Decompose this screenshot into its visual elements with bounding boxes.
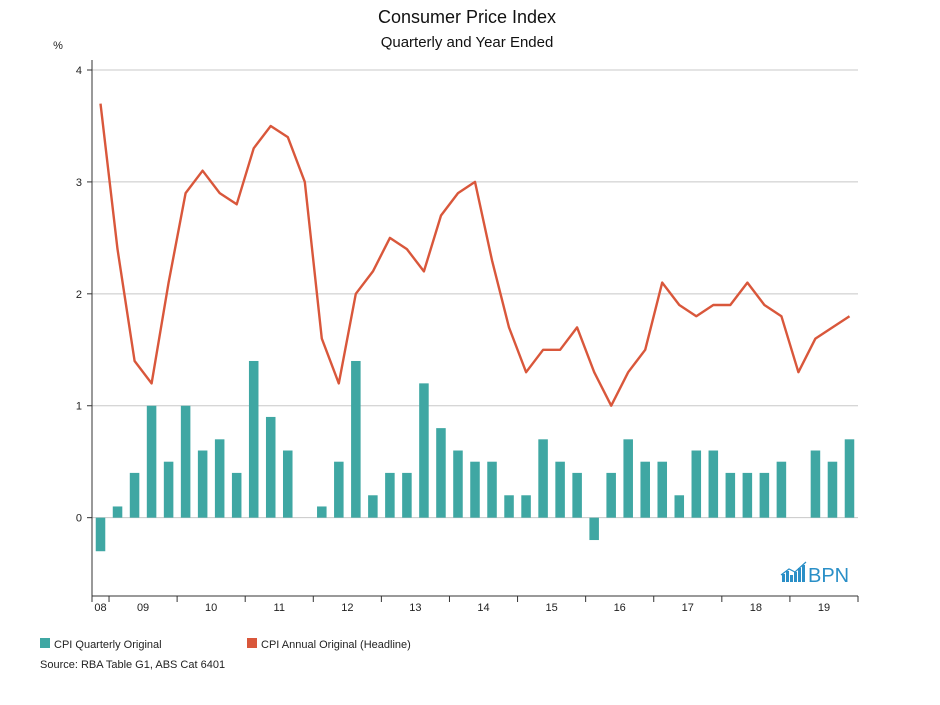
legend-label-annual: CPI Annual Original (Headline) [261, 639, 411, 651]
source-note: Source: RBA Table G1, ABS Cat 6401 [40, 659, 225, 671]
x-tick-label: 08 [94, 602, 106, 614]
bar-quarterly [453, 450, 463, 518]
bar-quarterly [674, 495, 685, 518]
bar-quarterly [759, 472, 770, 518]
legend: CPI Quarterly Original CPI Annual Origin… [40, 638, 411, 651]
y-tick-label: 0 [76, 513, 82, 525]
bar-quarterly [810, 450, 821, 518]
bar-quarterly [640, 461, 650, 518]
bar-quarterly [214, 439, 225, 518]
bar-quarterly [180, 405, 191, 518]
bar-quarterly [555, 461, 565, 518]
bar-quarterly [265, 416, 276, 518]
x-tick-label: 09 [137, 602, 149, 614]
bar-quarterly [351, 360, 361, 518]
x-tick-label: 11 [274, 602, 285, 614]
x-tick-label: 15 [545, 602, 557, 614]
bar-quarterly [146, 405, 157, 518]
bar-quarterly [334, 461, 344, 518]
bar-quarterly [231, 472, 242, 518]
bar-quarterly [589, 517, 599, 541]
bar-quarterly [402, 472, 412, 518]
bar-quarterly [470, 461, 480, 518]
bar-quarterly [317, 506, 327, 518]
bar-quarterly [742, 472, 753, 518]
y-tick-label: 2 [76, 289, 82, 301]
chart-title: Consumer Price Index [378, 7, 556, 27]
quarterly-bars [95, 360, 855, 552]
bar-quarterly [776, 461, 787, 518]
bar-quarterly [708, 450, 719, 518]
bar-quarterly [572, 472, 582, 518]
gridlines [92, 69, 858, 519]
bar-quarterly [844, 439, 855, 518]
bar-quarterly [419, 383, 429, 518]
bpn-logo: BPN [780, 561, 849, 587]
x-tick-label: 14 [477, 602, 489, 614]
bar-quarterly [112, 506, 123, 518]
bar-quarterly [657, 461, 668, 518]
legend-swatch-quarterly [40, 638, 50, 648]
bar-quarterly [385, 472, 395, 518]
bpn-logo-text: BPN [808, 565, 849, 587]
bar-quarterly [521, 495, 531, 518]
line-annual-headline [99, 103, 851, 407]
chart-subtitle: Quarterly and Year Ended [381, 34, 554, 51]
x-tick-label: 16 [614, 602, 626, 614]
bar-quarterly [827, 461, 838, 518]
y-tick-label: 3 [76, 177, 82, 189]
bar-quarterly [282, 450, 293, 518]
bar-quarterly [197, 450, 208, 518]
legend-label-quarterly: CPI Quarterly Original [54, 639, 162, 651]
bar-quarterly [487, 461, 497, 518]
annual-line-group [99, 103, 851, 407]
bar-quarterly [129, 472, 140, 518]
bar-quarterly [95, 517, 106, 552]
x-tick-label: 19 [818, 602, 830, 614]
x-tick-label: 18 [750, 602, 762, 614]
bpn-logo-icon [780, 561, 807, 582]
bar-quarterly [606, 472, 616, 518]
y-axis-unit-label: % [53, 40, 63, 52]
x-tick-label: 12 [341, 602, 353, 614]
bar-quarterly [368, 495, 378, 518]
y-tick-label: 1 [76, 401, 82, 413]
x-tick-label: 10 [205, 602, 217, 614]
bar-quarterly [163, 461, 174, 518]
bar-quarterly [691, 450, 702, 518]
legend-swatch-annual [247, 638, 257, 648]
bar-quarterly [538, 439, 548, 518]
x-tick-label: 17 [682, 602, 694, 614]
y-tick-label: 4 [76, 65, 82, 77]
bar-quarterly [436, 428, 446, 518]
bar-quarterly [504, 495, 514, 518]
bar-quarterly [725, 472, 736, 518]
bar-quarterly [248, 360, 259, 518]
x-tick-label: 13 [409, 602, 421, 614]
bar-quarterly [623, 439, 633, 518]
